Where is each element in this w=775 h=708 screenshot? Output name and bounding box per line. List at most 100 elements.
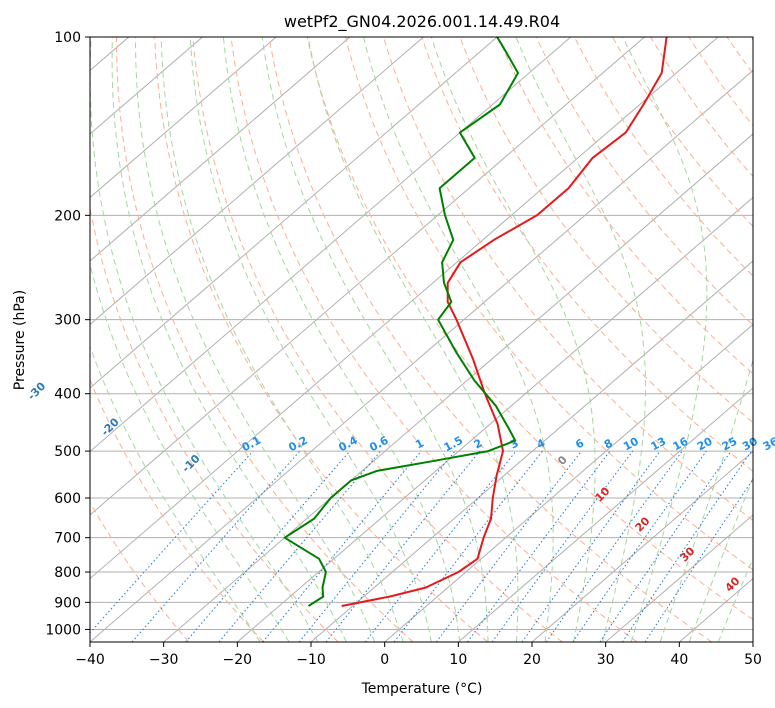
mixing-ratio-line bbox=[491, 450, 634, 642]
mixing-ratio-line bbox=[572, 450, 707, 642]
dry-adiabat-line bbox=[90, 205, 339, 642]
plot-frame bbox=[89, 36, 754, 643]
isotherm-line bbox=[384, 323, 753, 642]
dewpoint-profile-line bbox=[283, 37, 519, 607]
y-tick-label: 700 bbox=[54, 531, 81, 547]
dry-adiabat-line bbox=[306, 37, 753, 621]
x-tick-label: 10 bbox=[449, 652, 467, 668]
moist-adiabat-line bbox=[90, 37, 319, 642]
dry-adiabat-line bbox=[154, 37, 488, 642]
isotherm-line bbox=[752, 641, 753, 642]
mixing-ratio-label: 13 bbox=[649, 435, 669, 454]
mixing-ratio-label: 20 bbox=[695, 435, 715, 454]
dry-adiabat-line bbox=[383, 37, 753, 522]
isotherm-line bbox=[531, 450, 753, 642]
y-axis-label: Pressure (hPa) bbox=[12, 290, 28, 390]
y-tick-label: 600 bbox=[54, 491, 81, 507]
mixing-ratio-line bbox=[435, 450, 582, 642]
isotherm-line bbox=[90, 37, 572, 453]
x-axis-ticks: −40 −30 −20 −10 0 10 20 30 40 50 bbox=[75, 642, 762, 668]
mixing-ratio-line bbox=[262, 450, 422, 642]
background-lines bbox=[90, 37, 753, 642]
isotherm-line bbox=[90, 37, 645, 516]
dry-adiabat-line bbox=[497, 37, 753, 375]
y-axis-ticks: 100 200 300 400 500 600 700 800 900 1000 bbox=[45, 30, 90, 638]
mixing-ratio-label: 25 bbox=[720, 435, 740, 454]
dry-adiabat-line bbox=[421, 37, 753, 472]
x-tick-label: −30 bbox=[149, 652, 179, 668]
moist-adiabat-line bbox=[363, 37, 554, 642]
x-tick-label: 30 bbox=[597, 652, 615, 668]
isotherm-line bbox=[90, 37, 719, 580]
moist-adiabat-line bbox=[135, 37, 376, 642]
isotherm-line bbox=[605, 514, 753, 642]
mixing-ratio-label: 30 bbox=[740, 435, 760, 454]
x-tick-label: 0 bbox=[380, 652, 389, 668]
mixing-ratio-line bbox=[621, 450, 753, 642]
profile-lines bbox=[283, 37, 668, 607]
moist-adiabat-line bbox=[688, 476, 753, 642]
y-tick-label: 400 bbox=[54, 387, 81, 403]
y-tick-label: 300 bbox=[54, 313, 81, 329]
moist-adiabat-line bbox=[622, 37, 708, 642]
x-tick-label: −10 bbox=[296, 652, 326, 668]
dry-adiabat-line bbox=[459, 37, 753, 424]
mixing-ratio-line bbox=[521, 450, 661, 642]
moist-adiabat-line bbox=[307, 37, 519, 642]
isotherm-line bbox=[90, 37, 277, 199]
mixing-ratio-label: 10 bbox=[621, 435, 641, 454]
moist-adiabat-line bbox=[90, 345, 261, 642]
moist-adiabat-line bbox=[189, 37, 432, 642]
isotherm-line bbox=[237, 196, 753, 642]
y-tick-label: 100 bbox=[54, 30, 81, 46]
y-tick-label: 500 bbox=[54, 444, 81, 460]
dry-adiabat-line bbox=[90, 378, 264, 642]
mixing-ratio-line bbox=[90, 450, 254, 634]
mixing-ratio-line bbox=[131, 450, 301, 642]
moist-adiabat-line bbox=[659, 37, 753, 642]
plot-background bbox=[90, 37, 753, 642]
isotherm-line bbox=[90, 37, 498, 389]
moist-adiabat-line bbox=[515, 37, 646, 642]
mixing-ratio-line bbox=[545, 450, 683, 642]
x-tick-label: −40 bbox=[75, 652, 105, 668]
mixing-ratio-line bbox=[644, 478, 753, 642]
moist-adiabat-line bbox=[90, 262, 290, 642]
y-tick-label: 1000 bbox=[45, 622, 81, 638]
moist-adiabat-line bbox=[261, 37, 489, 642]
mixing-ratio-line bbox=[467, 450, 611, 642]
x-tick-label: −20 bbox=[223, 652, 253, 668]
isotherm-line bbox=[90, 37, 351, 262]
x-tick-label: 40 bbox=[670, 652, 688, 668]
dry-adiabat-line bbox=[268, 37, 712, 642]
mixing-ratio-line bbox=[325, 450, 481, 642]
mixing-ratio-line bbox=[218, 450, 381, 642]
y-tick-label: 200 bbox=[54, 208, 81, 224]
chart-title: wetPf2_GN04.2026.001.14.49.R04 bbox=[284, 12, 560, 32]
dry-adiabat-line bbox=[535, 37, 753, 326]
y-tick-label: 900 bbox=[54, 595, 81, 611]
temperature-profile-line bbox=[341, 37, 668, 607]
isotherm-line bbox=[90, 37, 424, 326]
moist-adiabat-line bbox=[430, 37, 596, 642]
mixing-ratio-label: 36 bbox=[761, 435, 775, 454]
moist-adiabat-line bbox=[111, 37, 347, 642]
mixing-ratio-line bbox=[599, 450, 732, 642]
dry-adiabat-line bbox=[345, 37, 753, 571]
dry-adiabat-label: -30 bbox=[25, 379, 48, 402]
x-tick-label: 50 bbox=[744, 652, 762, 668]
moist-adiabat-line bbox=[222, 37, 461, 642]
isotherm-line bbox=[458, 387, 753, 642]
isotherm-line bbox=[90, 69, 753, 642]
isotherm-line bbox=[163, 133, 753, 642]
mixing-ratio-label: 16 bbox=[671, 435, 691, 454]
dry-adiabat-line bbox=[230, 37, 638, 642]
mixing-ratio-line bbox=[298, 450, 456, 642]
moist-adiabat-line bbox=[717, 557, 753, 642]
dry-adiabat-line bbox=[90, 501, 190, 642]
moist-adiabat-line bbox=[160, 37, 404, 642]
y-tick-label: 800 bbox=[54, 565, 81, 581]
x-tick-label: 20 bbox=[523, 652, 541, 668]
x-axis-label: Temperature (°C) bbox=[361, 681, 483, 697]
